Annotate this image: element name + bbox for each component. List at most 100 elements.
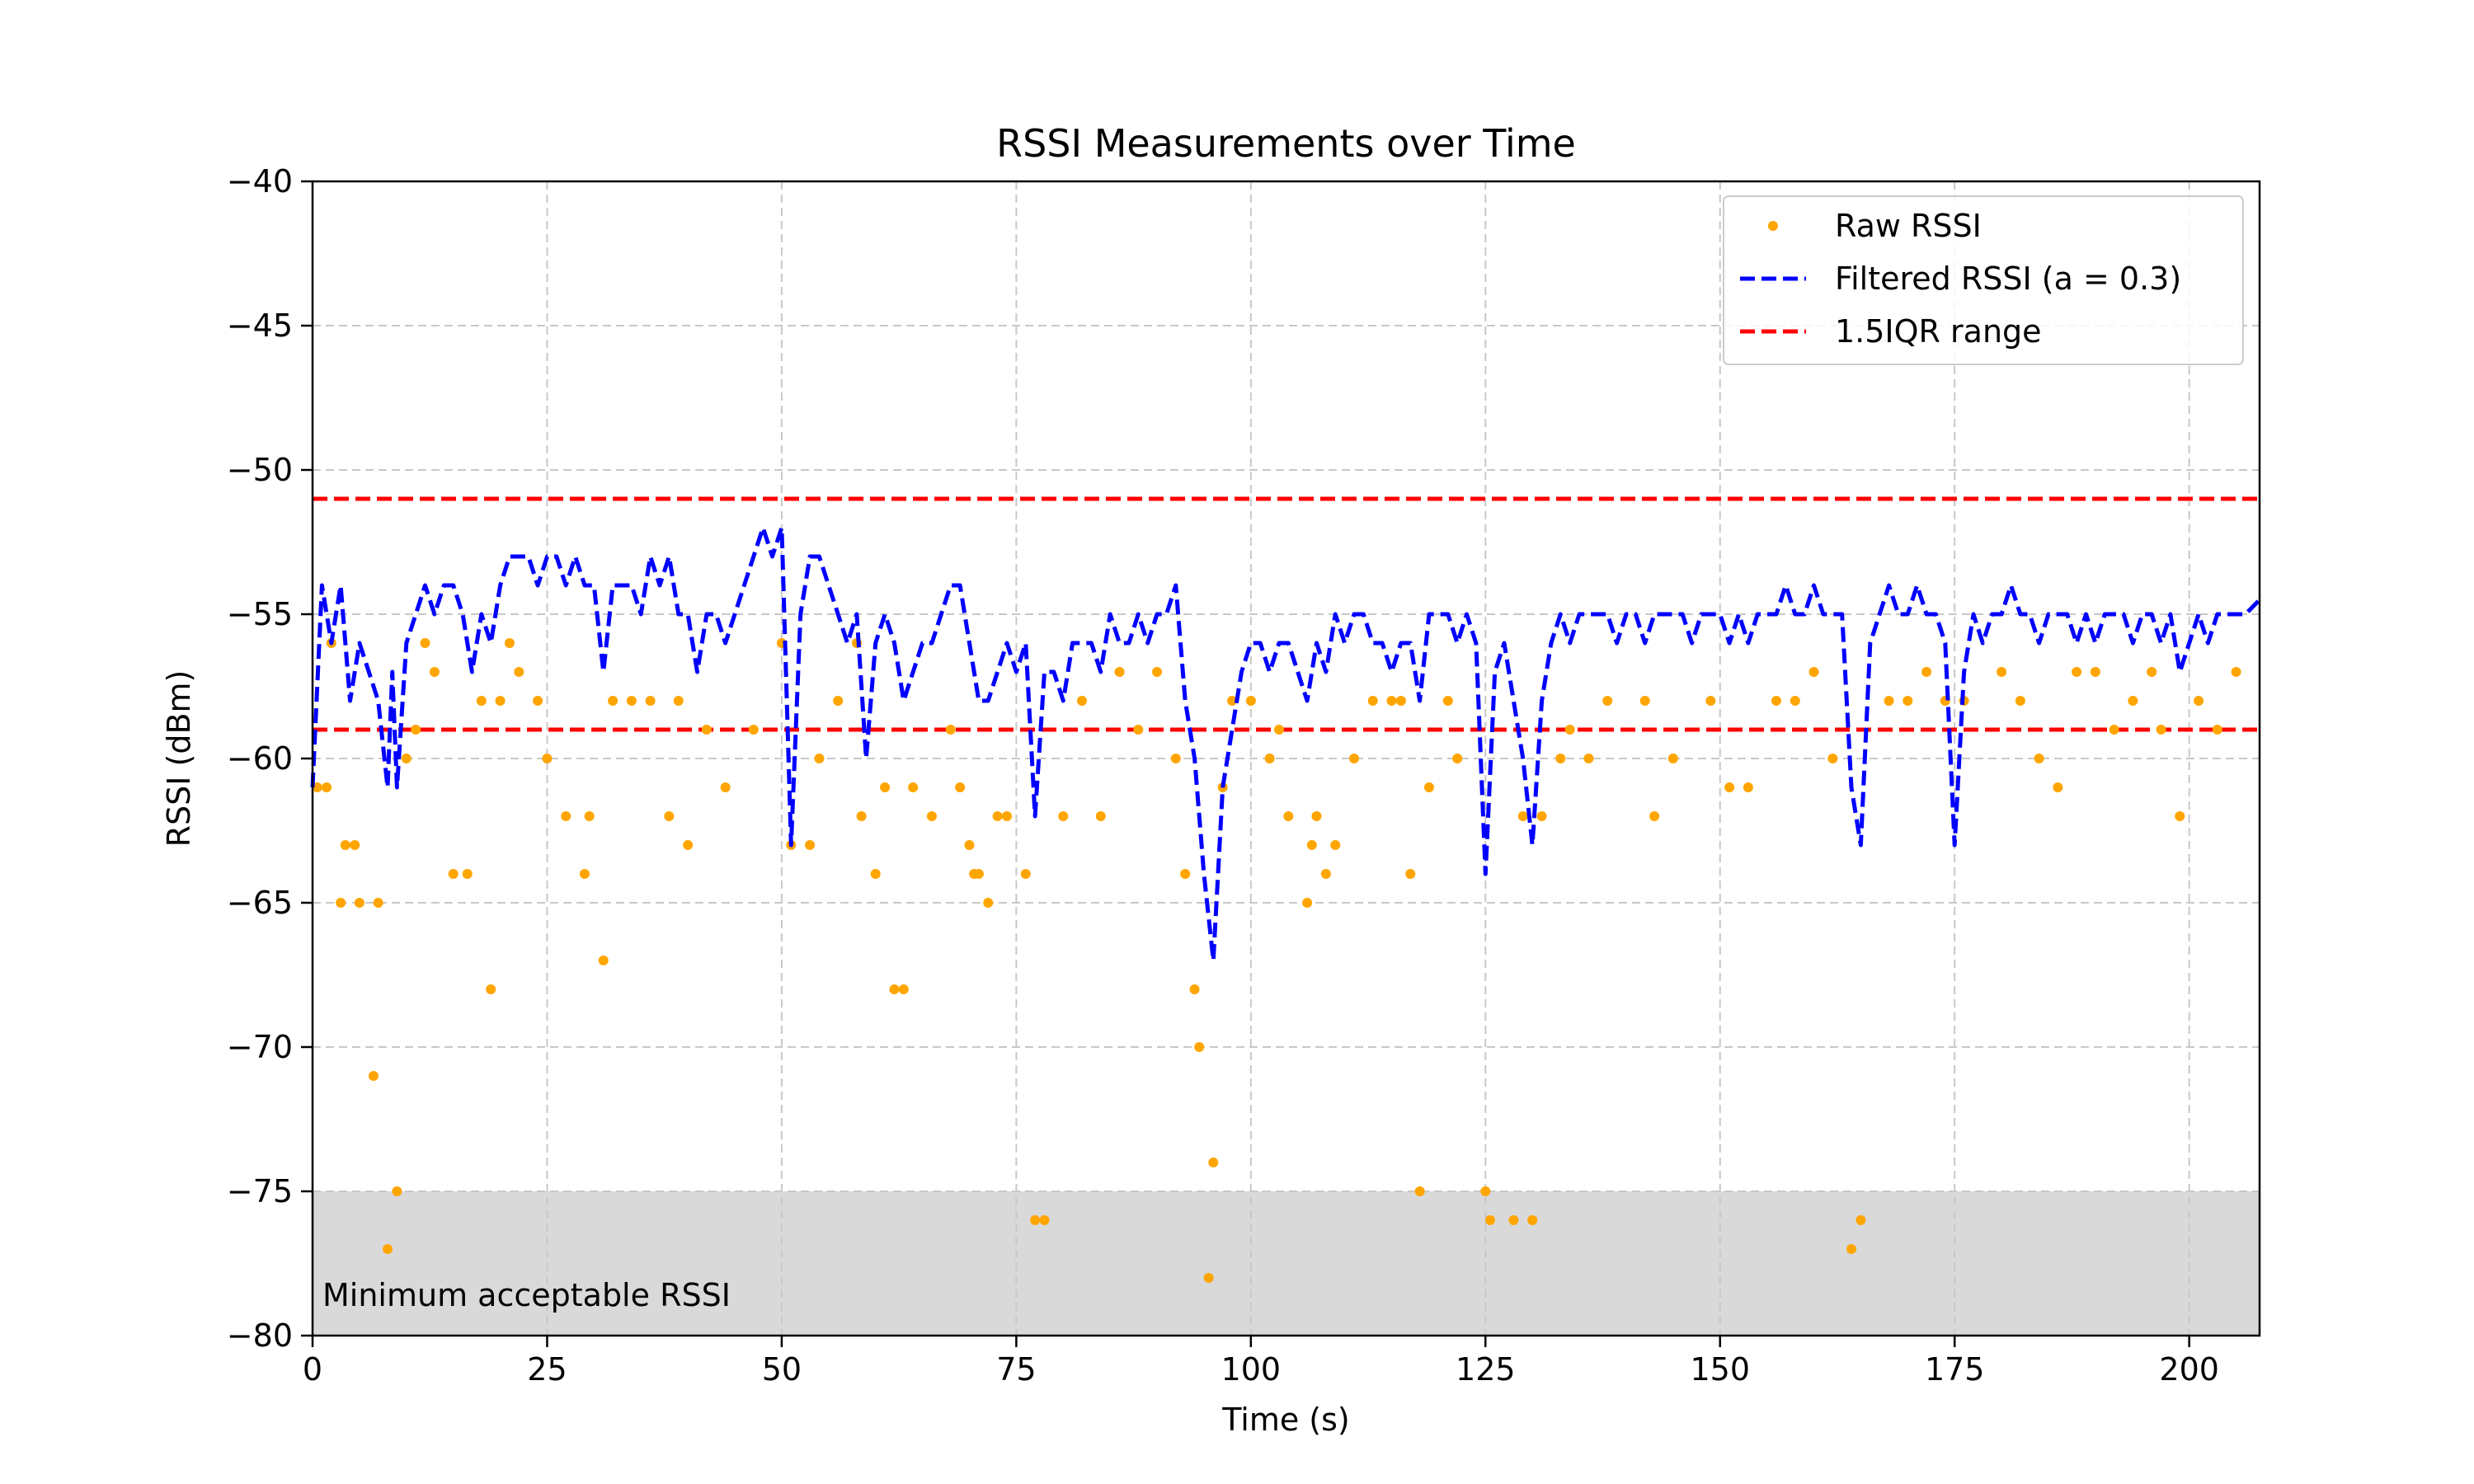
raw-rssi-point — [1997, 667, 2007, 677]
raw-rssi-point — [955, 782, 966, 792]
raw-rssi-point — [2147, 667, 2157, 677]
raw-rssi-point — [1189, 984, 1200, 994]
raw-rssi-point — [350, 840, 360, 850]
x-tick-label: 0 — [303, 1351, 322, 1388]
raw-rssi-point — [486, 984, 496, 994]
raw-rssi-point — [579, 869, 590, 879]
raw-rssi-point — [1808, 667, 1819, 677]
raw-rssi-series — [312, 638, 2241, 1283]
x-tick-label: 150 — [1690, 1351, 1750, 1388]
raw-rssi-point — [1508, 1215, 1519, 1225]
raw-rssi-point — [701, 725, 712, 735]
raw-rssi-point — [401, 754, 412, 763]
raw-rssi-point — [2015, 696, 2025, 706]
raw-rssi-point — [908, 782, 919, 792]
raw-rssi-point — [2175, 811, 2185, 821]
raw-rssi-point — [1536, 811, 1547, 821]
raw-rssi-point — [1564, 725, 1575, 735]
raw-rssi-point — [964, 840, 975, 850]
raw-rssi-point — [805, 840, 816, 850]
raw-rssi-point — [495, 696, 506, 706]
raw-rssi-point — [1264, 754, 1275, 763]
raw-rssi-point — [1194, 1042, 1205, 1052]
raw-rssi-point — [1827, 754, 1838, 763]
raw-rssi-point — [1386, 696, 1397, 706]
x-tick-label: 125 — [1456, 1351, 1516, 1388]
raw-rssi-point — [889, 984, 900, 994]
raw-rssi-point — [1414, 1186, 1425, 1196]
raw-rssi-point — [608, 696, 618, 706]
raw-rssi-point — [1306, 840, 1317, 850]
raw-rssi-point — [898, 984, 909, 994]
raw-rssi-point — [1517, 811, 1528, 821]
x-tick-label: 75 — [996, 1351, 1036, 1388]
raw-rssi-point — [1283, 811, 1294, 821]
raw-rssi-point — [1856, 1215, 1866, 1225]
legend-box — [1723, 195, 2244, 365]
x-axis-label: Time (s) — [1221, 1402, 1350, 1438]
raw-rssi-point — [1743, 782, 1753, 792]
raw-rssi-point — [504, 638, 515, 648]
x-tick-label: 50 — [762, 1351, 802, 1388]
raw-rssi-point — [598, 956, 609, 965]
raw-rssi-point — [2072, 667, 2082, 677]
raw-rssi-point — [1884, 696, 1894, 706]
raw-rssi-point — [1442, 696, 1453, 706]
raw-rssi-point — [926, 811, 937, 821]
y-tick-label: −55 — [227, 596, 293, 632]
raw-rssi-point — [645, 696, 656, 706]
raw-rssi-point — [1555, 754, 1566, 763]
raw-rssi-point — [1020, 869, 1031, 879]
y-axis-label: RSSI (dBm) — [161, 670, 197, 848]
y-tick-label: −40 — [227, 163, 293, 200]
x-tick-label: 100 — [1221, 1351, 1282, 1388]
raw-rssi-point — [1330, 840, 1341, 850]
raw-rssi-point — [1480, 1186, 1491, 1196]
raw-rssi-point — [1348, 754, 1359, 763]
raw-rssi-point — [1152, 667, 1163, 677]
raw-rssi-point — [1320, 869, 1331, 879]
raw-rssi-point — [1602, 696, 1613, 706]
minimum-rssi-band — [313, 1191, 2260, 1336]
raw-rssi-point — [1302, 898, 1313, 908]
raw-rssi-point — [870, 869, 881, 879]
raw-rssi-point — [2090, 667, 2100, 677]
raw-rssi-point — [2212, 725, 2222, 735]
raw-rssi-point — [2034, 754, 2044, 763]
raw-rssi-point — [833, 696, 844, 706]
raw-rssi-point — [1790, 696, 1800, 706]
raw-rssi-point — [856, 811, 867, 821]
raw-rssi-point — [1367, 696, 1378, 706]
raw-rssi-point — [1001, 811, 1012, 821]
legend-filtered-label: Filtered RSSI (a = 0.3) — [1835, 261, 2181, 297]
raw-rssi-point — [312, 782, 322, 792]
x-tick-label: 200 — [2159, 1351, 2219, 1388]
raw-rssi-point — [1395, 696, 1406, 706]
raw-rssi-point — [514, 667, 524, 677]
y-tick-label: −60 — [227, 740, 293, 777]
threshold-band-label: Minimum acceptable RSSI — [322, 1277, 731, 1313]
raw-rssi-point — [1133, 725, 1144, 735]
raw-rssi-point — [1903, 696, 1913, 706]
raw-rssi-point — [2053, 782, 2063, 792]
raw-rssi-point — [1273, 725, 1284, 735]
raw-rssi-point — [720, 782, 731, 792]
raw-rssi-point — [368, 1071, 379, 1081]
raw-rssi-point — [2231, 667, 2241, 677]
raw-rssi-point — [411, 725, 421, 735]
x-tick-label: 175 — [1925, 1351, 1985, 1388]
raw-rssi-point — [1114, 667, 1125, 677]
raw-rssi-point — [2194, 696, 2204, 706]
raw-rssi-point — [322, 782, 332, 792]
raw-rssi-point — [1639, 696, 1650, 706]
raw-rssi-point — [1095, 811, 1106, 821]
legend-raw-label: Raw RSSI — [1835, 208, 1982, 244]
raw-rssi-point — [584, 811, 595, 821]
raw-rssi-point — [1583, 754, 1594, 763]
raw-rssi-point — [626, 696, 637, 706]
raw-rssi-point — [880, 782, 891, 792]
y-tick-label: −75 — [227, 1173, 293, 1209]
legend-raw-marker — [1768, 221, 1778, 231]
iqr-lines — [313, 496, 2260, 732]
y-tick-label: −50 — [227, 452, 293, 488]
